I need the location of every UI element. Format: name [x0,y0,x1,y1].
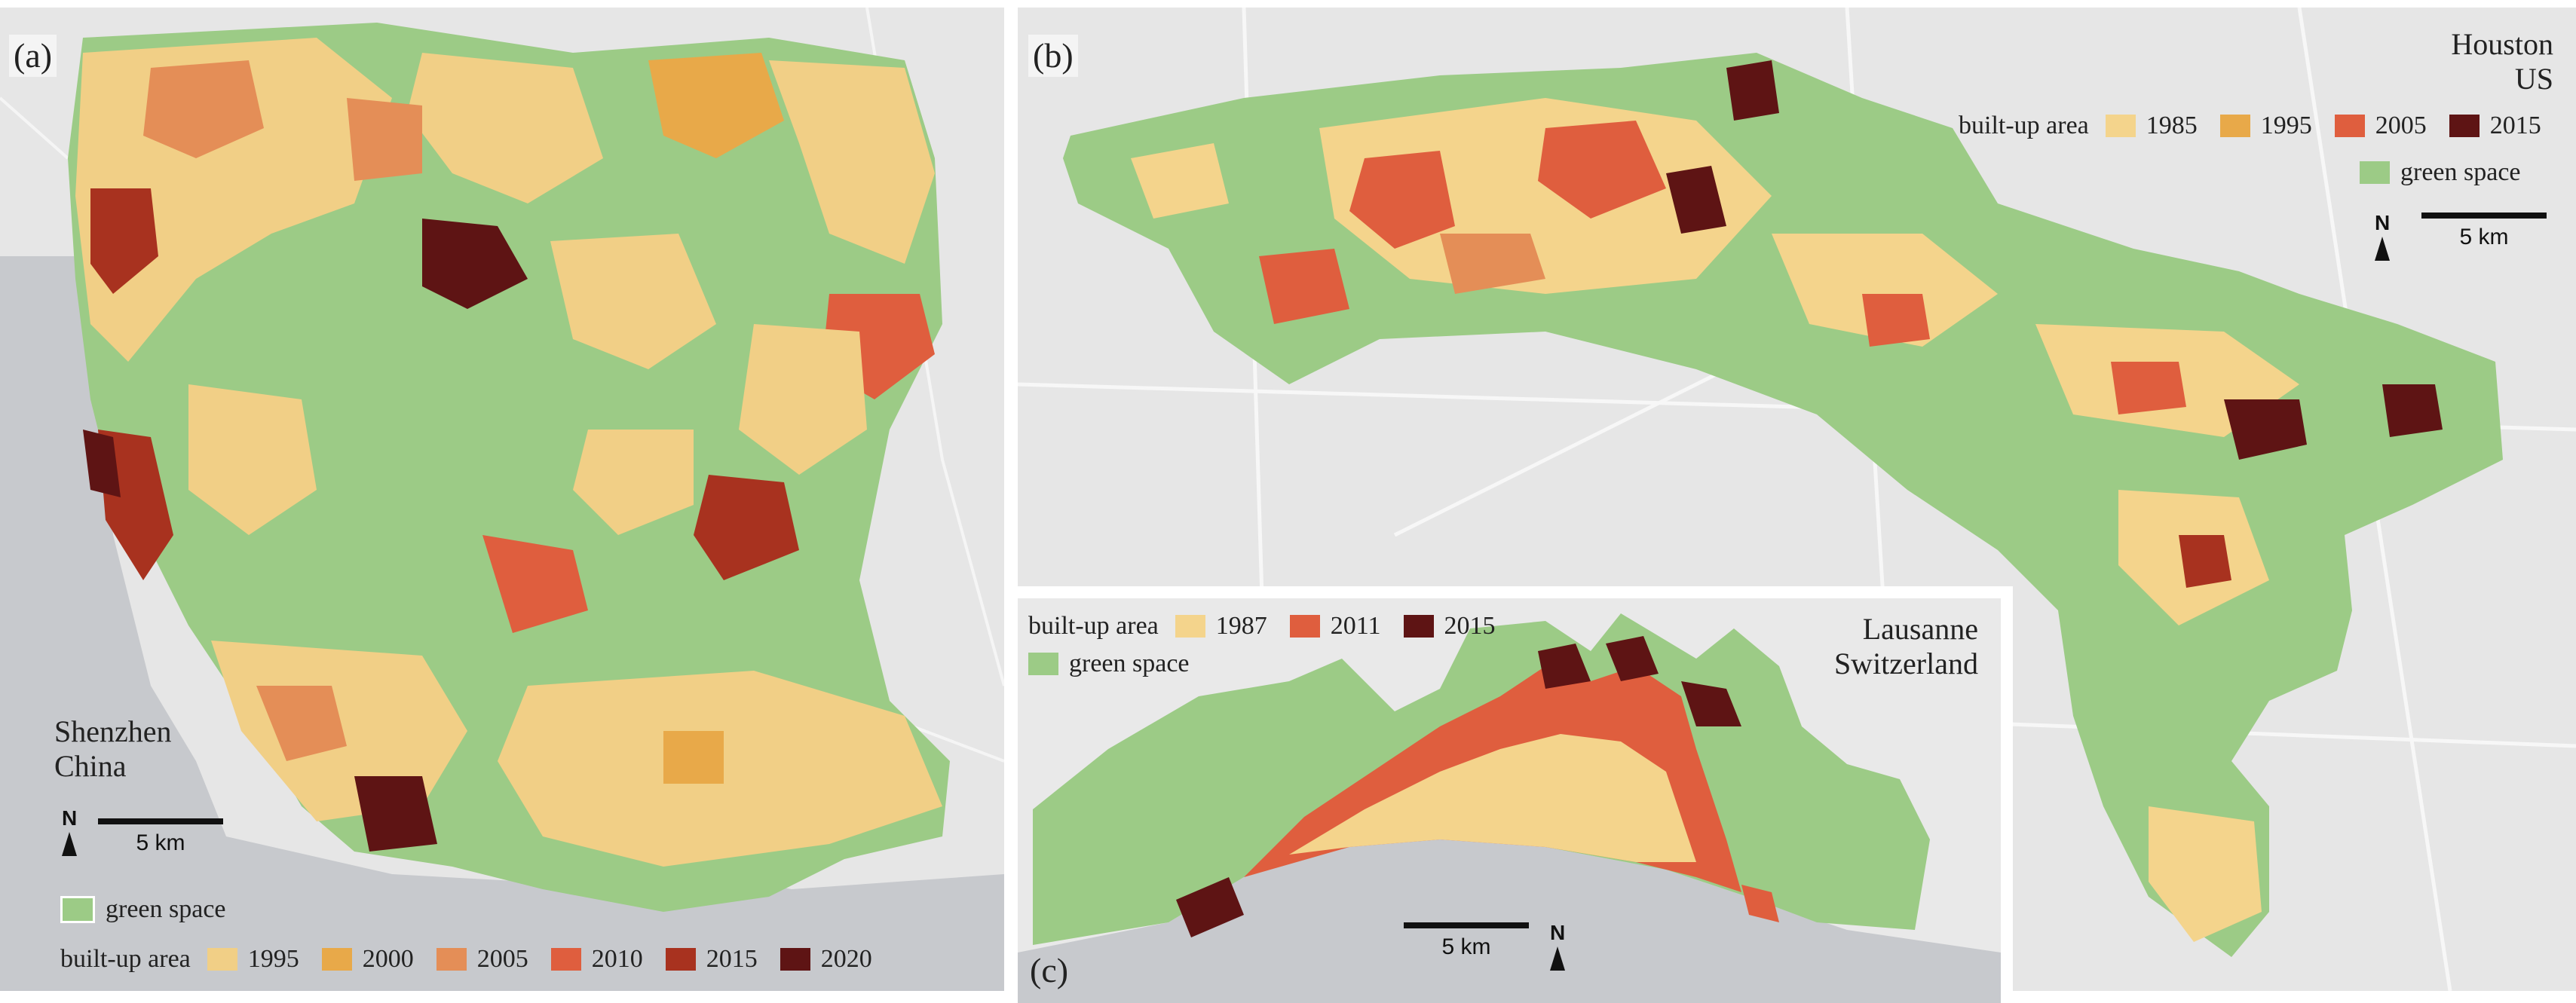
north-label: N [62,806,78,830]
built-1987 [1289,734,1696,862]
swatch-2005 [2334,115,2365,137]
legend-green-label: green space [2400,158,2521,186]
green-swatch [2360,161,2390,184]
scale-bar-line [2421,213,2547,219]
swatch-1995 [207,948,237,971]
swatch-2010 [550,948,581,971]
place-name-lausanne: Lausanne Switzerland [1834,612,1978,681]
legend-year-2005: 2005 [2375,112,2427,139]
swatch-1985 [2105,115,2136,137]
north-arrow-icon [62,832,78,856]
built-2015-d [1681,681,1741,726]
legend-year-2005: 2005 [476,945,528,973]
swatch-2015 [2449,115,2480,137]
legend-year-1995: 1995 [2260,112,2312,139]
legend-builtup-b: built-up area 1985 1995 2005 2015 [1959,112,2541,140]
scale-bar-line [98,818,223,824]
legend-year-2015: 2015 [2489,112,2541,139]
legend-builtup-c: built-up area 1987 2011 2015 [1028,612,1518,641]
legend-builtup-title: built-up area [1959,112,2089,139]
built-2011-b [1741,885,1779,922]
north-arrow-a: N [62,806,77,856]
legend-year-2015: 2015 [706,945,758,973]
swatch-2005 [436,948,467,971]
place-name-shenzhen: Shenzhen China [54,714,172,784]
north-label: N [1550,921,1566,944]
north-arrow-b: N [2375,211,2390,261]
legend-year-1995: 1995 [247,945,299,973]
legend-year-2010: 2010 [591,945,643,973]
scale-label: 5 km [2459,225,2509,249]
legend-green-space-a: green space [60,895,226,924]
place-country: US [2514,62,2553,96]
legend-year-2015: 2015 [1444,612,1496,640]
houston-builtup-patches [1131,60,2443,942]
north-label: N [2375,211,2391,234]
lake-water [1018,832,2001,1003]
swatch-1987 [1175,615,1205,638]
legend-green-space-c: green space [1028,650,1190,678]
map-panel-lausanne[interactable]: built-up area 1987 2011 2015 green space… [1018,586,2013,1003]
scale-bar-c: 5 km [1404,922,1529,960]
scale-label: 5 km [136,830,185,855]
houston-map [1018,8,2576,991]
legend-green-space-b: green space [2360,158,2521,187]
scale-label: 5 km [1441,934,1491,959]
legend-year-2011: 2011 [1330,612,1381,640]
panel-label-b: (b) [1028,35,1078,77]
panel-label-a: (a) [9,35,57,77]
shenzhen-builtup-patches [75,38,942,867]
green-swatch [60,896,95,923]
legend-builtup-a: built-up area 1995 2000 2005 2010 2015 2… [60,945,895,974]
built-2015-a [1538,644,1591,689]
place-city: Shenzhen [54,714,172,748]
legend-year-2020: 2020 [820,945,872,973]
built-2015-c [1176,877,1244,937]
north-arrow-c: N [1550,921,1565,971]
place-country: China [54,749,127,783]
swatch-2015 [665,948,696,971]
scale-bar-b: 5 km [2421,213,2547,250]
legend-builtup-title: built-up area [1028,612,1159,640]
scale-bar-a: 5 km [98,818,223,856]
green-swatch [1028,653,1058,675]
legend-year-1985: 1985 [2146,112,2198,139]
swatch-2011 [1289,615,1320,638]
swatch-2000 [321,948,352,971]
panel-label-c: (c) [1030,951,1069,989]
place-city: Houston [2451,27,2553,61]
map-panel-houston[interactable]: (b) Houston US built-up area 1985 1995 2… [1018,8,2576,991]
bay-water [0,256,1004,991]
legend-green-label: green space [106,895,226,923]
map-panel-shenzhen[interactable]: (a) Shenzhen China N 5 km green space bu… [0,8,1004,991]
scale-bar-line [1404,922,1529,928]
shenzhen-map [0,8,1004,991]
legend-year-2000: 2000 [362,945,414,973]
north-arrow-icon [1550,946,1566,971]
legend-year-1987: 1987 [1215,612,1267,640]
lausanne-map [1018,613,2001,1003]
place-city: Lausanne [1862,612,1978,646]
place-name-houston: Houston US [2451,27,2553,96]
legend-builtup-title: built-up area [60,945,191,973]
place-country: Switzerland [1833,647,1978,680]
swatch-2020 [780,948,810,971]
swatch-1995 [2219,115,2250,137]
legend-green-label: green space [1069,650,1190,677]
north-arrow-icon [2375,237,2391,261]
swatch-2015 [1403,615,1434,638]
built-2015-b [1606,636,1659,681]
